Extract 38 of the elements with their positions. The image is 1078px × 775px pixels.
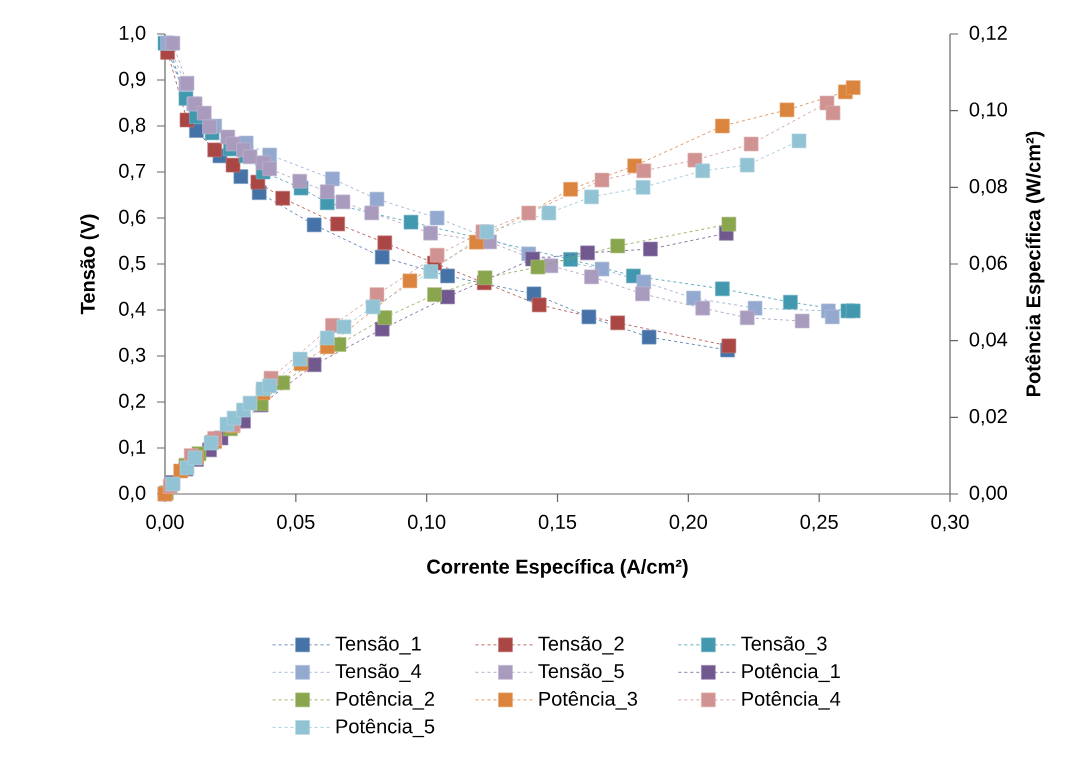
x-tick-label: 0,25 bbox=[800, 514, 838, 532]
legend-label: Potência_4 bbox=[742, 691, 841, 710]
y-axis-title: Tensão (V) bbox=[80, 214, 99, 315]
x-tick-label: 0,10 bbox=[407, 514, 446, 532]
y-tick-label: 0,8 bbox=[119, 117, 146, 135]
x-tick-label: 0,00 bbox=[146, 514, 184, 532]
y2-tick-label: 0,04 bbox=[969, 332, 1008, 349]
x-tick-label: 0,05 bbox=[277, 514, 315, 532]
y2-tick-label: 0,10 bbox=[969, 102, 1007, 119]
y-tick-label: 0,6 bbox=[119, 209, 146, 227]
y-tick-label: 0,4 bbox=[119, 301, 146, 319]
legend-label: Tensão_1 bbox=[335, 636, 421, 655]
y-tick-label: 0,9 bbox=[119, 71, 146, 89]
y-tick-label: 0,2 bbox=[119, 393, 146, 411]
y-tick-label: 0,5 bbox=[119, 255, 146, 273]
y-tick-label: 1,0 bbox=[119, 25, 146, 43]
y2-tick-label: 0,02 bbox=[969, 409, 1007, 426]
legend-label: Tensão_4 bbox=[335, 663, 422, 682]
legend-label: Potência_1 bbox=[742, 663, 840, 683]
y2-axis-title: Potência Específica (W/cm²) bbox=[1025, 131, 1045, 397]
y2-tick-label: 0,06 bbox=[969, 255, 1007, 273]
legend-label: Potência_2 bbox=[336, 691, 435, 710]
y2-tick-label: 0,00 bbox=[969, 485, 1007, 503]
y2-tick-label: 0,12 bbox=[969, 25, 1007, 43]
y2-tick-label: 0,08 bbox=[969, 179, 1007, 196]
legend-label: Tensão_2 bbox=[538, 636, 624, 655]
x-tick-label: 0,15 bbox=[538, 514, 577, 532]
y-tick-label: 0,0 bbox=[119, 485, 146, 503]
y-tick-label: 0,1 bbox=[119, 439, 146, 457]
y-tick-label: 0,3 bbox=[119, 347, 146, 365]
x-tick-label: 0,30 bbox=[931, 514, 969, 532]
y-tick-label: 0,7 bbox=[119, 163, 146, 181]
legend-label: Potência_3 bbox=[539, 691, 638, 710]
legend-label: Tensão_3 bbox=[741, 636, 827, 655]
legend-label: Potência_5 bbox=[336, 718, 435, 738]
x-tick-label: 0,20 bbox=[669, 514, 708, 532]
x-axis-title: Corrente Específica (A/cm²) bbox=[427, 558, 688, 578]
legend-label: Tensão_5 bbox=[538, 663, 624, 682]
